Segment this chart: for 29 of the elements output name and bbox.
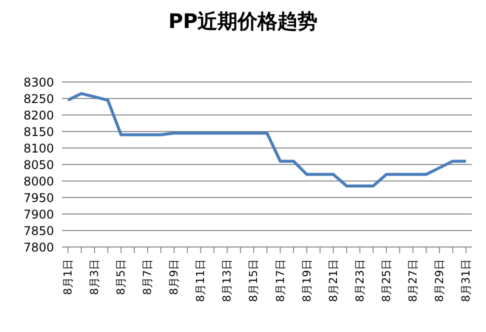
x-tick-label: 8月9日 <box>168 259 181 295</box>
y-tick-label: 7900 <box>23 207 54 222</box>
y-tick-label: 8050 <box>23 158 54 172</box>
y-tick-label: 7800 <box>23 240 54 254</box>
y-tick-label: 8200 <box>23 108 54 122</box>
y-tick-label: 7850 <box>23 224 54 238</box>
x-tick-label: 8月5日 <box>114 259 128 295</box>
x-tick-label: 8月1日 <box>62 259 74 295</box>
y-tick-label: 8150 <box>23 124 54 139</box>
y-tick-label: 8000 <box>23 174 54 188</box>
x-tick-label: 8月23日 <box>353 259 366 302</box>
x-tick-label: 8月15日 <box>247 259 260 302</box>
x-tick-label: 8月21日 <box>326 259 340 302</box>
chart-title: PP近期价格趋势 <box>167 8 319 35</box>
y-tick-label: 8250 <box>23 92 54 106</box>
x-tick-label: 8月7日 <box>141 259 154 295</box>
x-tick-label: 8月25日 <box>380 259 393 302</box>
x-tick-label: 8月29日 <box>432 259 446 302</box>
line-series <box>66 92 468 188</box>
x-tick-label: 8月31日 <box>460 259 472 302</box>
y-tick-label: 7950 <box>23 190 54 205</box>
x-tick-label: 8月19日 <box>300 259 314 302</box>
x-tick-label: 8月13日 <box>220 259 234 302</box>
x-tick-label: 8月11日 <box>194 259 208 302</box>
y-tick-label: 8300 <box>23 75 54 90</box>
y-tick-label: 8100 <box>23 141 54 156</box>
x-tick-label: 8月27日 <box>406 259 420 302</box>
x-tick-label: 8月17日 <box>274 259 287 302</box>
x-tick-label: 8月3日 <box>88 259 102 295</box>
